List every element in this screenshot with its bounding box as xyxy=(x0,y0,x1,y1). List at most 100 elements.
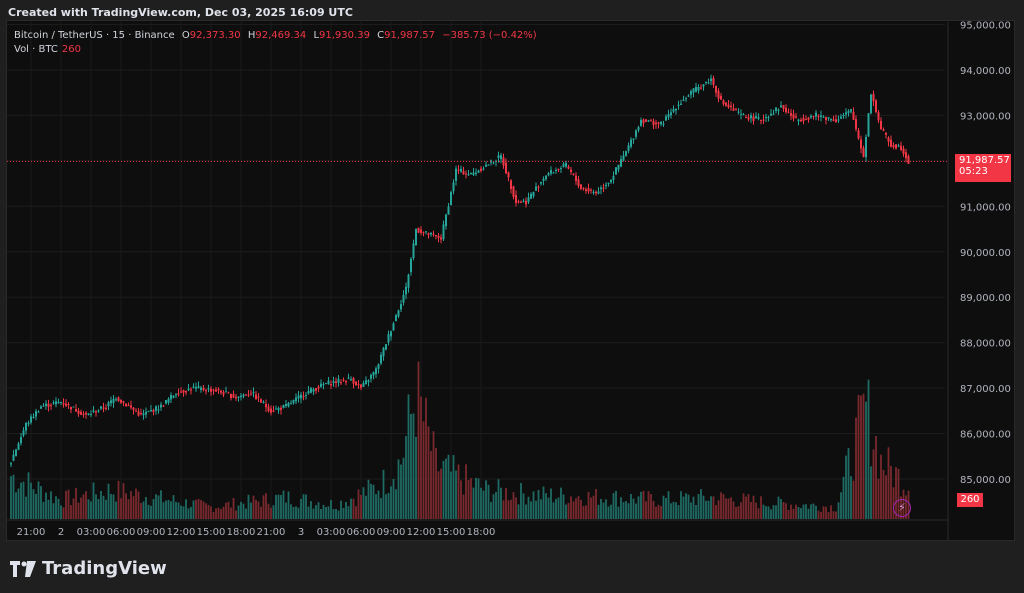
candle-body xyxy=(567,166,570,169)
candle-body xyxy=(792,114,795,119)
volume-bar xyxy=(365,495,367,519)
candle-body xyxy=(687,95,690,97)
volume-bar xyxy=(545,493,547,519)
volume-bar xyxy=(72,498,75,519)
candle-body xyxy=(742,114,745,116)
volume-bar xyxy=(307,506,310,519)
volume-bar xyxy=(575,498,577,519)
candle-body xyxy=(572,173,575,176)
volume-bar xyxy=(832,511,835,519)
volume-bar xyxy=(292,507,295,519)
candle-body xyxy=(585,189,587,191)
candle-body xyxy=(667,114,670,118)
candle-body xyxy=(635,130,637,137)
high-value: 92,469.34 xyxy=(255,30,307,41)
volume-bar xyxy=(45,492,47,519)
candle-body xyxy=(497,155,500,159)
candle-body xyxy=(150,410,152,412)
volume-bar xyxy=(210,506,212,519)
candle-body xyxy=(255,394,257,400)
candle-body xyxy=(47,403,50,407)
volume-bar xyxy=(647,491,650,519)
volume-bar xyxy=(830,505,832,519)
candle-body xyxy=(315,388,317,391)
volume-bar xyxy=(380,498,382,519)
candle-body xyxy=(642,119,645,124)
volume-bar xyxy=(837,502,840,519)
volume-bar xyxy=(682,496,685,519)
x-tick-label: 21:00 xyxy=(257,527,286,538)
candle-body xyxy=(270,408,272,413)
volume-bar xyxy=(650,493,652,519)
volume-bar xyxy=(670,503,672,519)
x-tick-label: 06:00 xyxy=(107,527,136,538)
volume-bar xyxy=(170,501,172,519)
candle-body xyxy=(647,120,650,122)
candle-body xyxy=(415,228,417,245)
volume-bar xyxy=(510,499,512,519)
candle-body xyxy=(745,116,747,118)
candle-body xyxy=(430,232,432,235)
volume-tag: 260 xyxy=(957,493,983,507)
volume-bar xyxy=(40,486,42,519)
candle-body xyxy=(337,378,340,383)
candle-body xyxy=(580,184,582,189)
volume-bar xyxy=(337,510,340,519)
y-tick-label: 91,000.00 xyxy=(960,202,1011,213)
candle-body xyxy=(777,109,780,111)
candle-body xyxy=(200,387,202,390)
volume-bar xyxy=(527,496,530,519)
candle-body xyxy=(25,423,27,431)
volume-bar xyxy=(410,414,412,519)
volume-bar xyxy=(285,502,287,519)
candle-body xyxy=(167,398,170,403)
candle-body xyxy=(692,88,695,93)
volume-bar xyxy=(282,490,285,519)
volume-bar xyxy=(855,417,857,519)
candle-body xyxy=(192,386,195,388)
volume-bar xyxy=(495,491,497,519)
volume-bar xyxy=(740,502,742,519)
candle-body xyxy=(247,394,250,396)
candle-body xyxy=(870,94,872,114)
candle-body xyxy=(295,397,297,402)
candle-body xyxy=(632,138,635,140)
candle-body xyxy=(657,122,660,124)
volume-bar xyxy=(255,499,257,519)
volume-bar xyxy=(232,498,235,519)
symbol-name[interactable]: Bitcoin / TetherUS · 15 · Binance xyxy=(14,30,175,41)
tradingview-logo[interactable]: TradingView xyxy=(10,558,167,579)
candle-body xyxy=(165,400,167,404)
candle-body xyxy=(282,404,285,408)
candle-body xyxy=(602,187,605,189)
candle-body xyxy=(75,409,77,412)
candle-body xyxy=(95,411,97,413)
candle-body xyxy=(757,117,760,119)
y-tick-label: 93,000.00 xyxy=(960,111,1011,122)
volume-bar xyxy=(810,504,812,519)
volume-bar xyxy=(200,500,202,519)
chart-frame[interactable] xyxy=(6,20,1015,541)
candle-body xyxy=(790,113,792,116)
candle-body xyxy=(292,399,295,404)
volume-bar xyxy=(757,508,760,519)
volume-label[interactable]: Vol · BTC xyxy=(14,44,58,55)
candle-body xyxy=(135,410,137,412)
candle-body xyxy=(387,334,390,343)
candle-body xyxy=(362,382,365,387)
volume-bar xyxy=(102,495,105,519)
volume-bar xyxy=(425,397,427,519)
volume-bar xyxy=(487,484,490,519)
candle-body xyxy=(807,117,810,120)
candle-body xyxy=(695,86,697,92)
volume-bar xyxy=(155,494,157,519)
candle-body xyxy=(787,111,790,113)
candle-body xyxy=(352,378,355,384)
lightning-icon[interactable]: ⚡ xyxy=(893,499,911,517)
candle-body xyxy=(562,163,565,167)
candle-body xyxy=(467,174,470,176)
volume-bar xyxy=(70,505,72,519)
y-tick-label: 95,000.00 xyxy=(960,21,1011,32)
candle-body xyxy=(867,113,870,137)
